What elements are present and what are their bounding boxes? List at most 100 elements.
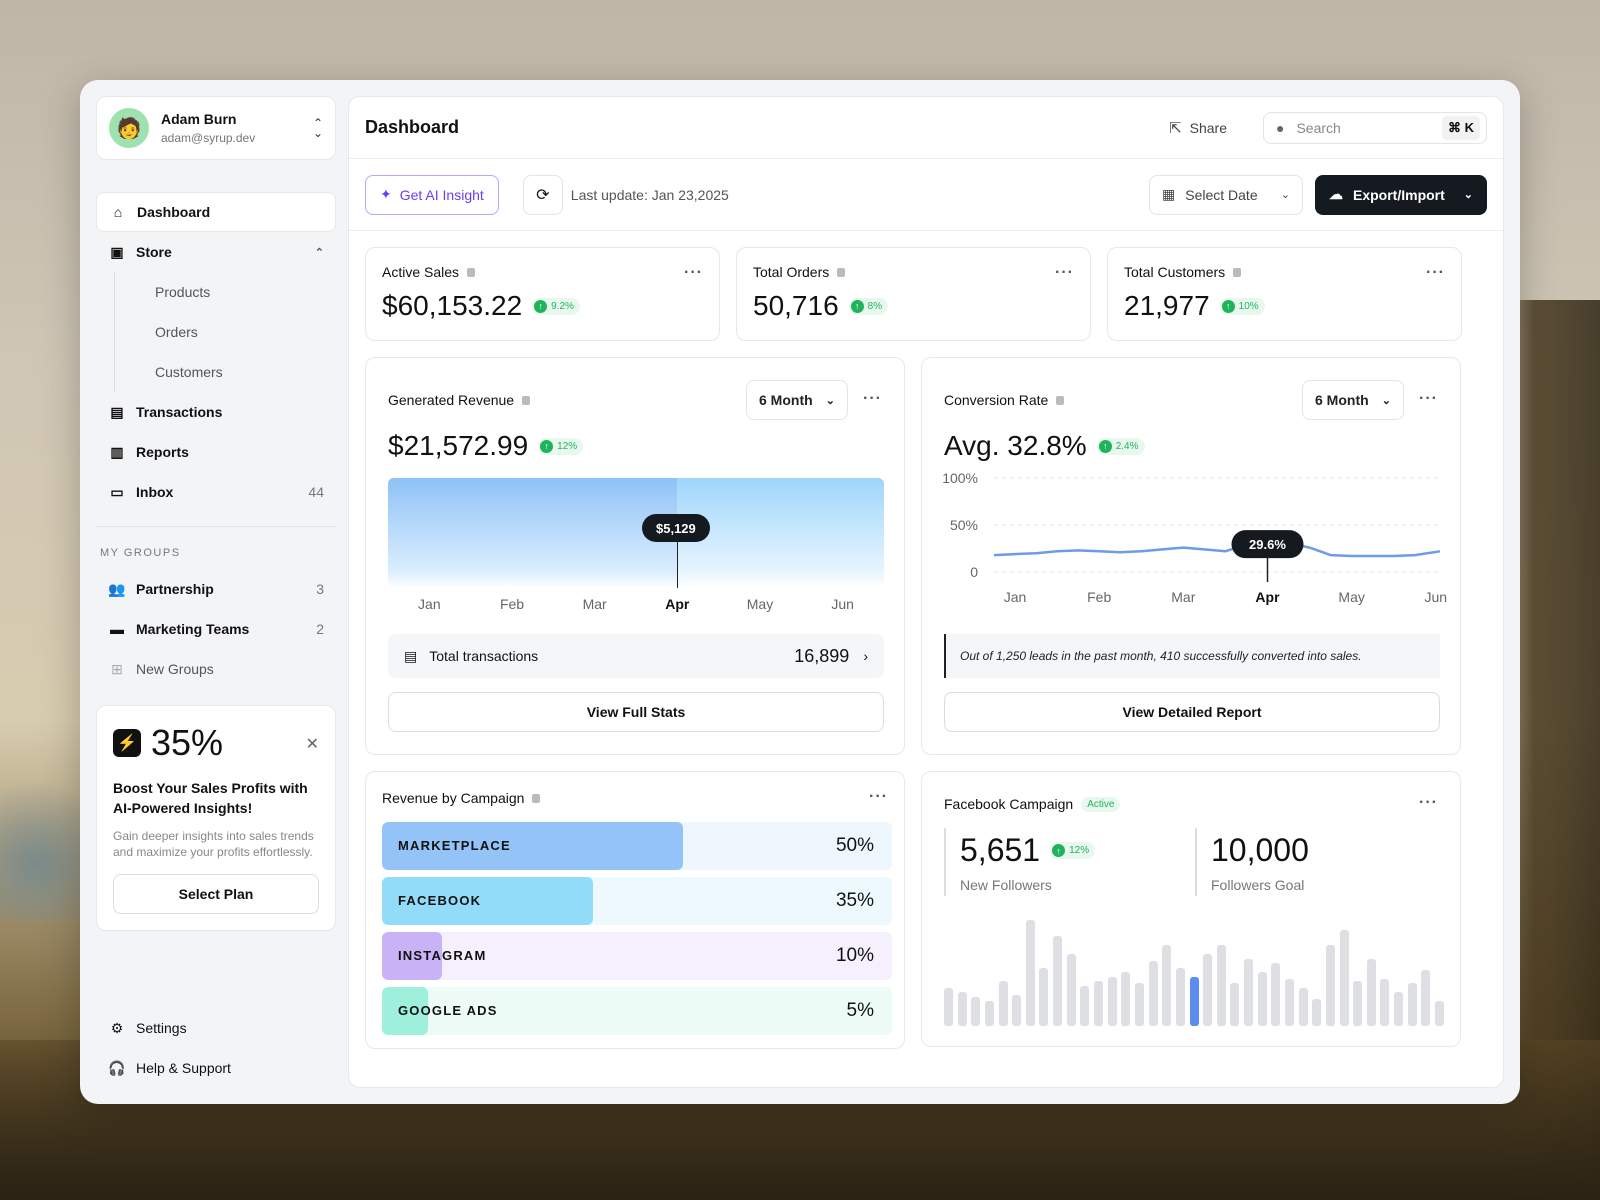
new-group-button[interactable]: ⊞ New Groups [96, 649, 336, 689]
change-badge: ↑ 10% [1219, 297, 1265, 315]
nav-label: Help & Support [136, 1060, 231, 1076]
total-transactions-row[interactable]: ▤ Total transactions 16,899 › [388, 634, 884, 678]
change-value: 9.2% [551, 300, 574, 312]
follower-bar [1162, 945, 1172, 1026]
more-icon[interactable]: ··· [684, 264, 703, 281]
info-icon [837, 267, 846, 277]
group-count: 3 [316, 581, 324, 597]
date-label: Select Date [1185, 186, 1258, 203]
view-detailed-report-button[interactable]: View Detailed Report [944, 692, 1440, 732]
nav-dashboard[interactable]: ⌂ Dashboard [96, 192, 336, 232]
page-title: Dashboard [365, 117, 460, 137]
nav-label: Store [136, 244, 172, 260]
campaign-pct: 50% [835, 835, 874, 856]
panel-title: Revenue by Campaign [382, 790, 525, 806]
ai-insight-button[interactable]: ✦ Get AI Insight [365, 174, 499, 215]
nav-customers[interactable]: Customers [114, 352, 336, 392]
promo-text: Gain deeper insights into sales trends a… [113, 829, 314, 859]
more-icon[interactable]: ··· [1419, 390, 1438, 407]
x-tick-label: Jun [831, 596, 854, 612]
follower-bar [998, 981, 1008, 1026]
follower-bar [1107, 976, 1117, 1026]
search-icon: ● [1276, 119, 1285, 136]
chevron-right-icon: › [863, 648, 868, 664]
select-date-button[interactable]: ▦ Select Date ⌄ [1149, 174, 1303, 215]
tooltip-label: 29.6% [1249, 537, 1286, 552]
users-icon: 👥 [108, 580, 126, 597]
group-partnership[interactable]: 👥 Partnership 3 [96, 569, 336, 609]
ai-label: Get AI Insight [399, 186, 484, 203]
group-label: Partnership [136, 581, 214, 597]
nav-settings[interactable]: ⚙ Settings [96, 1008, 336, 1048]
follower-bar [1189, 976, 1199, 1026]
more-icon[interactable]: ··· [863, 390, 882, 407]
campaign-name: INSTAGRAM [398, 948, 487, 963]
nav-inbox[interactable]: ▭ Inbox 44 [96, 472, 336, 512]
goal-metric: 10,000 Followers Goal [1195, 828, 1309, 896]
change-value: 12% [1069, 845, 1090, 856]
group-marketing-teams[interactable]: ▬ Marketing Teams 2 [96, 609, 336, 649]
inbox-count: 44 [308, 484, 324, 500]
nav-label: Dashboard [137, 204, 211, 220]
receipt-icon: ▤ [110, 403, 124, 420]
account-switcher[interactable]: 🧑 Adam Burn adam@syrup.dev ⌃ ⌄ [96, 96, 336, 160]
total-value: 16,899 [794, 645, 850, 666]
info-icon [522, 395, 531, 405]
x-tick-label: Apr [1255, 589, 1280, 605]
range-select[interactable]: 6 Month ⌄ [746, 380, 848, 420]
change-badge: ↑ 8% [848, 297, 889, 315]
nav-products[interactable]: Products [114, 272, 336, 312]
chevron-updown-icon: ⌃ ⌄ [312, 116, 323, 140]
cloud-icon: ☁ [1329, 186, 1343, 202]
more-icon[interactable]: ··· [1055, 264, 1074, 281]
revenue-x-axis: Jan Feb Mar Apr May Jun [388, 596, 884, 616]
campaign-row[interactable]: FACEBOOK 35% [382, 877, 892, 925]
shortcut-badge: ⌘ K [1442, 115, 1480, 140]
follower-bar [1421, 970, 1431, 1026]
x-tick-label: Jun [1425, 589, 1448, 605]
panel-title: Conversion Rate [944, 392, 1049, 408]
nav-label: Reports [136, 444, 189, 460]
campaign-row[interactable]: GOOGLE ADS 5% [382, 987, 892, 1035]
export-import-button[interactable]: ☁ Export/Import ⌄ [1315, 174, 1487, 215]
follower-bar [1339, 929, 1349, 1026]
range-label: 6 Month [759, 392, 813, 408]
select-plan-button[interactable]: Select Plan [113, 874, 319, 914]
headset-icon: 🎧 [108, 1059, 126, 1076]
range-select[interactable]: 6 Month ⌄ [1302, 380, 1404, 420]
inbox-icon: ▭ [110, 483, 124, 500]
stat-active-sales: Active Sales ··· $60,153.22 ↑ 9.2% [365, 247, 720, 341]
nav-reports[interactable]: ▥ Reports [96, 432, 336, 472]
sidebar: 🧑 Adam Burn adam@syrup.dev ⌃ ⌄ ⌂ Dashboard… [96, 96, 336, 1088]
campaign-row[interactable]: INSTAGRAM 10% [382, 932, 892, 980]
new-group-label: New Groups [136, 661, 214, 677]
conversion-note: Out of 1,250 leads in the past month, 41… [944, 634, 1440, 678]
campaign-row[interactable]: MARKETPLACE 50% [382, 822, 892, 870]
nav-transactions[interactable]: ▤ Transactions [96, 392, 336, 432]
follower-bar [1203, 954, 1213, 1026]
follower-bar [1407, 983, 1417, 1026]
conversion-line-chart: 100% 50% 0 Jan Feb Mar Apr May Jun 29.6% [942, 470, 1448, 605]
share-button[interactable]: ⇱ Share [1169, 119, 1227, 137]
followers-metric: 5,651 ↑ 12% New Followers [944, 828, 1096, 896]
more-icon[interactable]: ··· [1419, 794, 1438, 811]
refresh-button[interactable]: ⟳ [522, 174, 563, 215]
search-input[interactable]: ● Search ⌘ K [1263, 111, 1487, 144]
toolbar: ✦ Get AI Insight ⟳ Last update: Jan 23,20… [349, 159, 1503, 231]
plus-square-icon: ⊞ [111, 660, 123, 677]
nav-orders[interactable]: Orders [114, 312, 336, 352]
campaign-name: GOOGLE ADS [398, 1003, 498, 1018]
more-icon[interactable]: ··· [1426, 264, 1445, 281]
stat-label: Total Customers [1124, 264, 1226, 280]
conversion-value: Avg. 32.8% [944, 430, 1087, 461]
nav-help[interactable]: 🎧 Help & Support [96, 1048, 336, 1088]
nav-store[interactable]: ▣ Store ⌃ [96, 232, 336, 272]
change-value: 8% [867, 300, 883, 312]
more-icon[interactable]: ··· [869, 788, 888, 805]
change-badge: ↑ 12% [538, 437, 584, 455]
view-full-stats-button[interactable]: View Full Stats [388, 692, 884, 732]
close-icon[interactable]: ✕ [305, 736, 319, 753]
change-value: 2.4% [1115, 440, 1139, 452]
info-icon [1056, 395, 1065, 405]
goal-value: 10,000 [1211, 832, 1309, 868]
